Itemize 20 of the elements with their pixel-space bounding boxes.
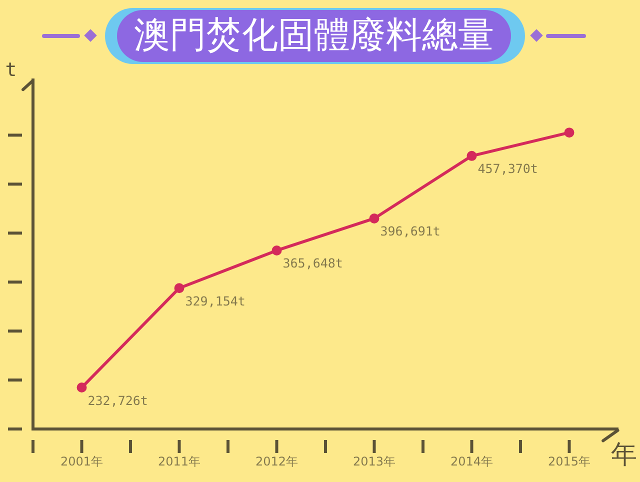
point (272, 245, 282, 256)
point (564, 128, 574, 138)
point (174, 283, 184, 294)
data-label: 232,726t (88, 392, 148, 408)
point (466, 150, 477, 161)
data-label: 396,691t (380, 224, 440, 239)
data-label: 457,370t (478, 161, 538, 176)
x-tick-label: 2015年 (548, 454, 591, 468)
x-tick-label: 2011年 (158, 454, 201, 468)
chart-title: 澳門焚化固體廢料總量 (134, 15, 494, 56)
x-axis-title: 年 (611, 440, 637, 470)
point (76, 382, 87, 393)
data-label: 365,648t (282, 256, 343, 271)
x-tick-label: 2001年 (60, 454, 104, 468)
x-tick-label: 2012年 (255, 454, 298, 468)
y-axis-title: t (5, 58, 17, 81)
x-tick-label: 2013年 (352, 454, 396, 468)
point (369, 213, 380, 224)
x-tick-label: 2014年 (450, 454, 494, 468)
data-label: 329,154t (185, 293, 246, 308)
